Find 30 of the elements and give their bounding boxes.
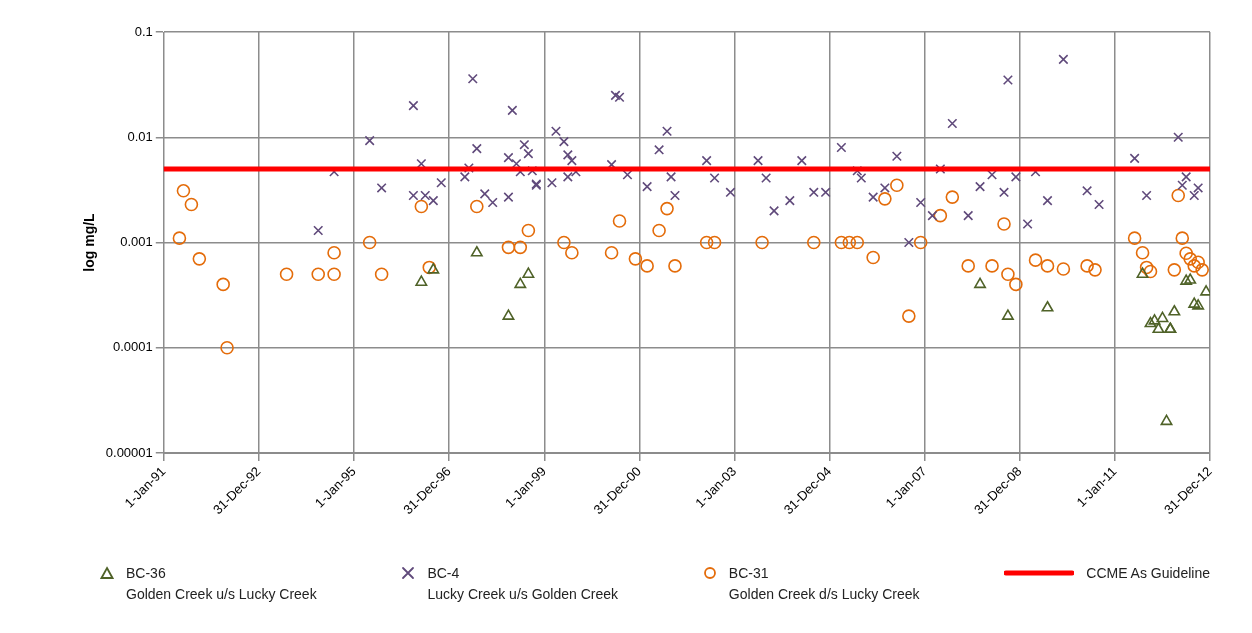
point: [514, 277, 527, 289]
point: [1148, 314, 1161, 325]
point: [470, 245, 483, 257]
point: [1188, 297, 1201, 308]
y-tick-label: 0.0001: [113, 339, 153, 355]
point: [1136, 267, 1149, 279]
y-axis-title: log mg/L: [81, 212, 98, 272]
legend-label: BC-36 Golden Creek u/s Lucky Creek: [126, 564, 317, 604]
point: [1156, 311, 1169, 323]
y-tick-label: 0.00001: [105, 444, 153, 460]
point: [1144, 316, 1157, 328]
point: [1041, 300, 1054, 312]
point: [427, 263, 440, 274]
point: [1168, 304, 1181, 316]
point: [1001, 309, 1014, 320]
legend-label: CCME As Guideline: [1086, 564, 1210, 583]
point: [1184, 273, 1197, 284]
legend-label: BC-31 Golden Creek d/s Lucky Creek: [728, 564, 920, 604]
point: [1180, 274, 1193, 285]
point: [1192, 299, 1205, 310]
legend-label: BC-4 Lucky Creek u/s Golden Creek: [427, 564, 619, 604]
y-tick-label: 0.1: [134, 23, 153, 39]
point: [415, 275, 428, 286]
y-tick-label: 0.001: [120, 234, 153, 250]
point: [502, 309, 515, 320]
point: [522, 267, 535, 279]
point: [974, 277, 987, 289]
y-tick-label: 0.01: [127, 128, 153, 144]
point: [1160, 414, 1173, 426]
point: [1152, 322, 1165, 334]
